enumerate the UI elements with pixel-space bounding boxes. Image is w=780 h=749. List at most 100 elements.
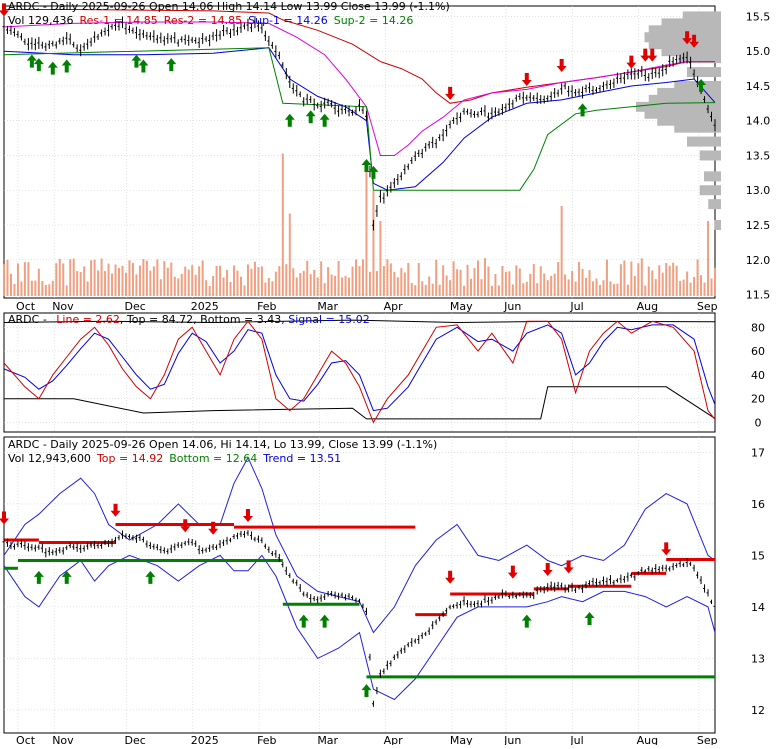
volume-bar (51, 280, 54, 296)
volume-bar (97, 270, 100, 296)
volume-bar (386, 259, 389, 296)
volume-bar (212, 276, 215, 296)
oscillator-line (3, 320, 716, 424)
volume-bar (76, 271, 79, 296)
volume-bar (83, 266, 86, 296)
buy-arrow (584, 612, 595, 626)
buy-arrow (166, 58, 177, 72)
volume-bar (187, 269, 190, 296)
volume-bar (623, 260, 626, 296)
x-tick-label: Nov (52, 734, 74, 745)
volume-bar (16, 263, 19, 296)
volume-bar (654, 279, 657, 296)
volume-bar (299, 273, 302, 296)
volume-bar (414, 285, 417, 296)
volume-profile-bar (699, 150, 721, 161)
volume-bar (69, 259, 72, 296)
x-tick-label: Jun (503, 300, 521, 313)
volume-bar (619, 264, 622, 296)
volume-bar (250, 268, 253, 296)
price-panel: 15.5 15.0 14.5 14.0 13.5 13.0 12.5 12.0 11.5 ARDC… (0, 0, 770, 302)
buy-arrow (368, 165, 379, 179)
volume-bar (170, 262, 173, 296)
volume-bar (428, 276, 431, 296)
volume-bar (159, 279, 162, 296)
x-tick-label: Feb (257, 734, 276, 745)
volume-bar (48, 284, 51, 296)
volume-bar (417, 263, 420, 296)
volume-bar (302, 270, 305, 296)
bottom-line (4, 386, 716, 420)
volume-bar (595, 278, 598, 296)
y-tick-label: 12 (751, 704, 765, 717)
sell-arrow (0, 3, 9, 17)
buy-arrow (145, 570, 156, 584)
volume-bar (173, 276, 176, 296)
volume-bar (44, 284, 47, 296)
volume-bar (368, 271, 371, 296)
volume-bar (194, 274, 197, 296)
volume-bar (93, 259, 96, 296)
x-tick-label: Jun (503, 734, 521, 745)
volume-bar (543, 273, 546, 296)
volume-bar (34, 280, 37, 296)
volume-bar (588, 270, 591, 296)
volume-profile-bar (687, 136, 721, 147)
volume-bar (215, 265, 218, 296)
volume-bar (435, 259, 438, 296)
buy-arrow (284, 113, 295, 127)
x-tick-label: 2025 (191, 300, 219, 313)
volume-bar (665, 263, 668, 296)
volume-bar (574, 281, 577, 296)
volume-bar (285, 264, 288, 296)
volume-bar (292, 268, 295, 296)
volume-bar (585, 277, 588, 296)
volume-bar (616, 283, 619, 296)
buy-arrow (61, 570, 72, 584)
volume-bar (480, 279, 483, 296)
volume-bar (208, 285, 211, 296)
volume-bar (334, 275, 337, 296)
volume-bar (226, 269, 229, 296)
sell-arrow (563, 560, 574, 574)
volume-bar (281, 153, 284, 296)
header-line-1: ARDC - Daily 2025-09-26 Open 14.06 High … (8, 0, 450, 13)
y-tick-label: 12.5 (746, 219, 771, 232)
y-tick-label: 60 (751, 345, 765, 358)
volume-bar (344, 275, 347, 296)
volume-bar (445, 275, 448, 296)
header-segment: , Bottom = 3.43 (193, 313, 281, 326)
x-tick-label: Jul (569, 734, 583, 745)
volume-bar (72, 258, 75, 296)
volume-bar (138, 265, 141, 296)
volume-bar (62, 263, 65, 296)
volume-profile-bar (674, 122, 721, 133)
volume-bar (236, 270, 239, 296)
volume-bar (365, 168, 368, 296)
volume-profile-bar (708, 199, 721, 210)
volume-bar (382, 266, 385, 296)
x-tick-label: Jul (569, 300, 583, 313)
volume-bar (156, 259, 159, 296)
volume-bar (560, 206, 563, 296)
volume-bar (58, 258, 61, 296)
volume-bar (546, 280, 549, 296)
y-tick-label: 17 (751, 446, 765, 459)
volume-bar (180, 273, 183, 296)
volume-bar (131, 262, 134, 296)
y-tick-label: 0 (755, 416, 762, 429)
volume-bar (633, 275, 636, 296)
volume-bar (522, 283, 525, 296)
volume-bar (483, 258, 486, 296)
sell-arrow (208, 521, 219, 535)
volume-bar (107, 263, 110, 296)
volume-bar (449, 280, 452, 296)
volume-bar (152, 266, 155, 296)
volume-bar (400, 268, 403, 296)
y-tick-label: 13 (751, 652, 765, 665)
volume-profile-bar (648, 94, 721, 105)
volume-bar (581, 268, 584, 296)
volume-bar (358, 266, 361, 296)
volume-bar (79, 272, 82, 296)
